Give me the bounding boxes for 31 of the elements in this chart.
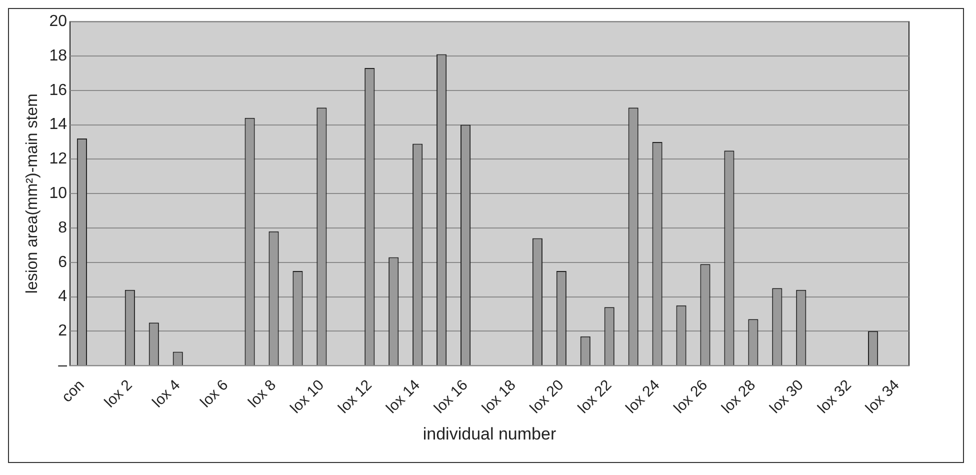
x-tick-label: lox 32 [814, 376, 855, 417]
x-tick-label: lox 14 [383, 376, 424, 417]
y-tick-label: 4 [58, 288, 68, 306]
x-tick-label: lox 30 [766, 376, 807, 417]
x-tick-label: lox 10 [287, 376, 328, 417]
y-tick-label: 20 [49, 13, 68, 30]
x-tick-label: lox 28 [718, 376, 759, 417]
x-tick-label: lox 24 [622, 376, 664, 417]
y-tick-label: 12 [49, 150, 68, 168]
y-tick-label: 8 [58, 219, 68, 236]
y-tick-label: 10 [49, 184, 68, 202]
x-tick-label: lox 12 [335, 376, 376, 417]
x-tick-label: lox 6 [197, 376, 232, 412]
y-tick-label: 6 [58, 254, 68, 271]
x-tick-label: lox 26 [670, 376, 711, 417]
x-tick-label: lox 34 [862, 376, 903, 417]
x-tick-label: lox 20 [526, 376, 568, 417]
x-tick-label: lox 22 [574, 376, 616, 417]
y-tick-label: – [58, 356, 68, 374]
x-tick-label: lox 8 [245, 376, 280, 412]
y-tick-label: 2 [58, 322, 68, 340]
x-tick-label: lox 2 [101, 376, 136, 412]
x-tick-label: lox 18 [478, 376, 520, 417]
y-axis-title: lesion area(mm²)-main stem [24, 94, 42, 294]
x-tick-label: lox 16 [430, 376, 472, 417]
x-tick-label: lox 4 [149, 376, 184, 412]
y-tick-label: 18 [49, 47, 68, 64]
x-tick-label: con [58, 376, 88, 406]
y-tick-label: 16 [49, 82, 68, 99]
x-axis-title: individual number [422, 424, 556, 444]
y-tick-label: 14 [49, 116, 68, 134]
